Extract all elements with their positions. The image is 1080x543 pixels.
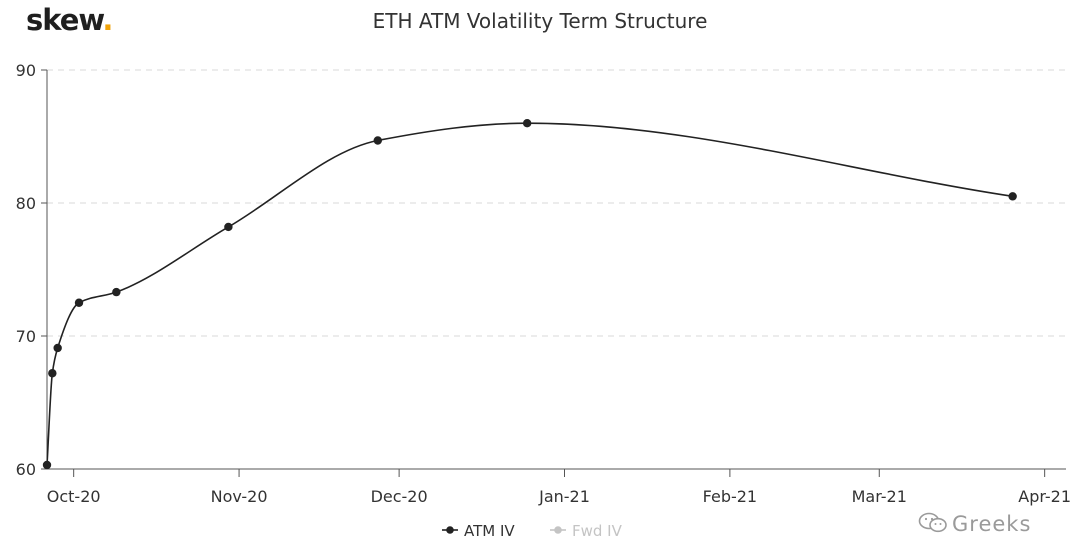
x-tick-label: Oct-20 (47, 487, 101, 506)
legend-marker (446, 526, 454, 534)
wechat-icon (918, 512, 948, 534)
data-point (112, 287, 121, 297)
watermark-text: Greeks (952, 512, 1032, 536)
x-tick-label: Feb-21 (703, 487, 757, 506)
x-tick-label: Dec-20 (371, 487, 428, 506)
brand-logo: skew. (26, 3, 113, 37)
y-tick-label: 90 (16, 61, 36, 80)
legend-label: Fwd IV (572, 522, 623, 540)
x-tick-label: Apr-21 (1018, 487, 1071, 506)
data-point (74, 298, 84, 307)
brand-name: skew (26, 3, 103, 37)
series-layer (42, 119, 1017, 470)
watermark: Greeks (918, 512, 1031, 536)
legend: ATM IV Fwd IV (442, 522, 623, 540)
legend-item: Fwd IV (550, 522, 623, 540)
x-tick-label: Jan-21 (538, 487, 590, 506)
data-point (48, 369, 57, 378)
data-point (42, 460, 52, 470)
x-tick-label: Nov-20 (211, 487, 268, 506)
data-point (224, 222, 233, 232)
axis-layer: 60 70 80 90 Oct-20 Nov-20 Dec-20 Jan-21 Feb-21 Ma… (16, 61, 1071, 506)
grid-layer (47, 69, 1066, 337)
series-line-atm-iv (46, 122, 1013, 466)
legend-label: ATM IV (464, 522, 515, 540)
y-tick-label: 80 (16, 194, 36, 213)
chart-title: ETH ATM Volatility Term Structure (372, 9, 708, 33)
data-point (522, 119, 532, 128)
legend-item: ATM IV (442, 522, 515, 540)
y-tick-label: 70 (16, 327, 36, 346)
legend-marker (554, 526, 562, 534)
brand-dot: . (102, 3, 113, 37)
data-point (53, 343, 62, 353)
data-point (373, 136, 382, 145)
data-point (1008, 192, 1017, 201)
x-tick-label: Mar-21 (852, 487, 907, 506)
y-tick-label: 60 (16, 460, 36, 479)
